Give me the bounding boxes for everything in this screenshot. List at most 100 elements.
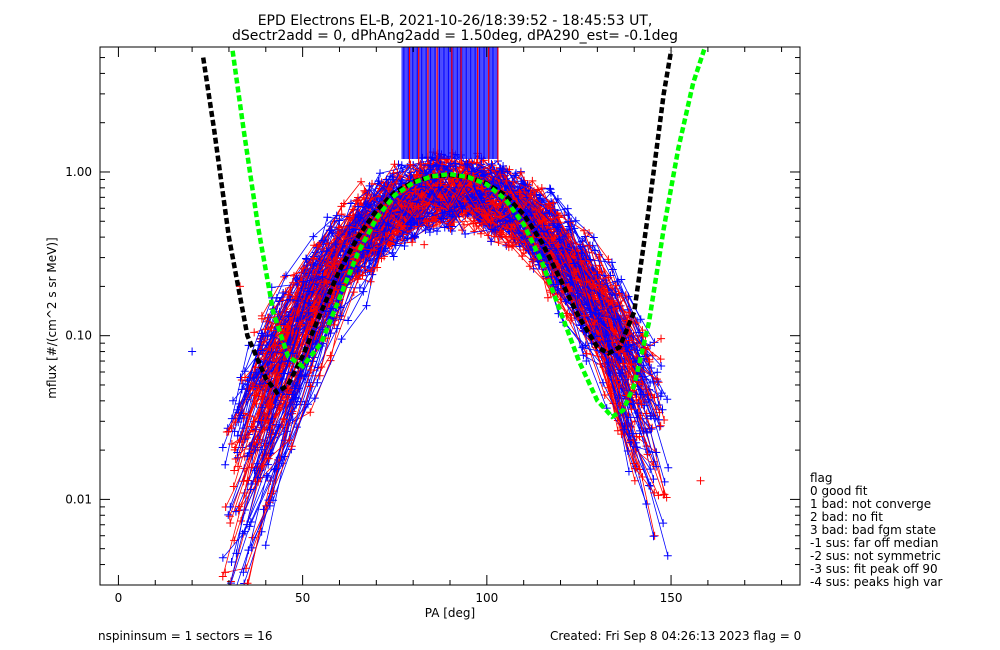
- data-point: [380, 227, 389, 236]
- data-point: [188, 347, 197, 356]
- data-point: [499, 162, 508, 171]
- data-point: [645, 481, 654, 490]
- data-point: [360, 186, 369, 195]
- data-point: [252, 399, 261, 408]
- data-point: [244, 546, 253, 555]
- data-point: [515, 188, 524, 197]
- data-point: [547, 234, 556, 243]
- data-point: [262, 471, 271, 480]
- data-point: [582, 357, 591, 366]
- data-point: [231, 507, 240, 516]
- data-point: [393, 228, 402, 237]
- data-point: [291, 381, 300, 390]
- data-point: [633, 346, 642, 355]
- data-point: [525, 262, 534, 271]
- data-point: [436, 196, 445, 205]
- data-point: [573, 291, 582, 300]
- data-point: [368, 270, 377, 279]
- data-point: [563, 204, 572, 213]
- data-point: [578, 343, 587, 352]
- data-point: [227, 414, 236, 423]
- data-point: [696, 476, 705, 485]
- data-point: [230, 536, 239, 545]
- data-point: [547, 271, 556, 280]
- trace-line: [267, 184, 630, 405]
- data-point: [639, 361, 648, 370]
- data-point: [336, 280, 345, 289]
- data-point: [545, 184, 554, 193]
- data-point: [572, 275, 581, 284]
- data-point: [435, 183, 444, 192]
- data-point: [240, 527, 249, 536]
- data-point: [390, 160, 399, 169]
- data-point: [617, 275, 626, 284]
- data-point: [636, 315, 645, 324]
- data-point: [539, 227, 548, 236]
- data-point: [594, 315, 603, 324]
- data-point: [502, 176, 511, 185]
- data-point: [306, 382, 315, 391]
- chart-title: EPD Electrons EL-B, 2021-10-26/18:39:52 …: [258, 13, 653, 29]
- data-point: [511, 171, 520, 180]
- data-point: [619, 359, 628, 368]
- data-point: [652, 375, 661, 384]
- y-tick-label: 1.00: [65, 165, 92, 179]
- data-point: [546, 204, 555, 213]
- data-point: [330, 320, 339, 329]
- data-point: [616, 369, 625, 378]
- data-point: [632, 390, 641, 399]
- data-point: [535, 216, 544, 225]
- data-point: [494, 238, 503, 247]
- data-point: [235, 502, 244, 511]
- data-point: [353, 266, 362, 275]
- data-point: [226, 519, 235, 528]
- data-point: [271, 341, 280, 350]
- data-point: [418, 190, 427, 199]
- data-point: [406, 160, 415, 169]
- data-point: [224, 510, 233, 519]
- legend-item: -3 sus: fit peak off 90: [810, 562, 938, 576]
- data-point: [233, 431, 242, 440]
- x-axis-label: PA [deg]: [425, 606, 475, 620]
- trace-line: [271, 164, 642, 354]
- data-point: [647, 412, 656, 421]
- data-point: [239, 568, 248, 577]
- data-point: [529, 187, 538, 196]
- data-point: [548, 271, 557, 280]
- data-point: [226, 502, 235, 511]
- data-point: [655, 415, 664, 424]
- data-point: [621, 342, 630, 351]
- data-point: [589, 320, 598, 329]
- data-point: [297, 276, 306, 285]
- data-point: [366, 277, 375, 286]
- data-point: [642, 499, 651, 508]
- data-point: [408, 238, 417, 247]
- data-point: [304, 298, 313, 307]
- data-point: [309, 232, 318, 241]
- data-point: [421, 226, 430, 235]
- data-point: [354, 211, 363, 219]
- data-point: [623, 446, 632, 455]
- data-point: [440, 208, 449, 217]
- data-point: [393, 235, 402, 244]
- x-tick-label: 150: [660, 591, 683, 605]
- data-point: [387, 240, 396, 249]
- data-point: [261, 541, 270, 550]
- data-point: [657, 334, 666, 343]
- data-point: [355, 283, 364, 292]
- data-point: [646, 465, 655, 474]
- data-point: [373, 263, 382, 272]
- data-point: [230, 466, 239, 475]
- data-point: [304, 308, 313, 317]
- data-point: [221, 568, 230, 577]
- data-point: [555, 235, 564, 244]
- data-point: [362, 301, 371, 310]
- data-point: [436, 179, 445, 188]
- data-point: [322, 247, 331, 256]
- data-point: [258, 346, 267, 355]
- data-point: [285, 295, 294, 304]
- axis-layer: 0 50 100 150 0.01 0.10 1.00: [65, 47, 800, 605]
- data-point: [603, 302, 612, 311]
- data-point: [440, 223, 449, 232]
